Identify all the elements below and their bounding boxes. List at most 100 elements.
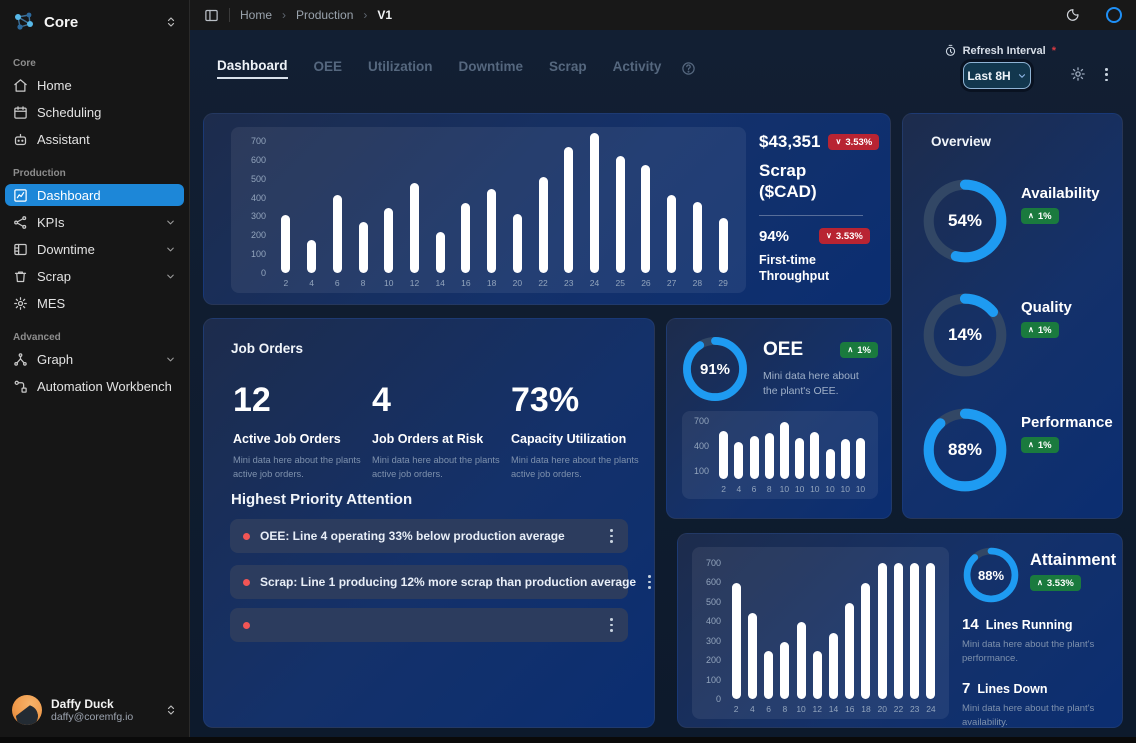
bar-column: 24	[582, 133, 608, 290]
y-tick-label: 400	[250, 192, 266, 203]
kebab-menu-icon[interactable]	[608, 527, 615, 544]
bar-column: 10	[376, 141, 402, 290]
bar	[893, 563, 903, 699]
chevron-down-icon	[165, 217, 176, 228]
alert-row-empty[interactable]	[230, 608, 628, 642]
sidebar-item-downtime[interactable]: Downtime	[5, 238, 184, 260]
y-tick-label: 300	[705, 635, 721, 646]
x-tick-label: 10	[796, 704, 806, 714]
sidebar-item-home[interactable]: Home	[5, 74, 184, 96]
alert-row-oee[interactable]: OEE: Line 4 operating 33% below producti…	[230, 519, 628, 553]
bar	[747, 613, 757, 699]
tab-oee[interactable]: OEE	[313, 59, 343, 74]
x-tick-label: 10	[855, 484, 866, 494]
top-bar: Home › Production › V1	[190, 0, 1136, 30]
y-tick-label: 200	[705, 655, 721, 666]
y-tick-label: 400	[693, 440, 709, 451]
kebab-menu-icon[interactable]	[646, 573, 653, 590]
sidebar-item-mes[interactable]: MES	[5, 292, 184, 314]
bar	[358, 222, 368, 273]
x-tick-label: 24	[589, 278, 600, 288]
breadcrumb-production[interactable]: Production	[296, 8, 354, 22]
throughput-trend-badge: ∨ 3.53%	[819, 228, 870, 244]
tab-utilization[interactable]: Utilization	[368, 59, 433, 74]
bar-column: 27	[659, 141, 685, 290]
quality-ring: 14%	[921, 291, 1009, 379]
bar-column: 16	[453, 141, 479, 290]
moon-icon[interactable]	[1066, 8, 1080, 22]
tab-scrap[interactable]: Scrap	[549, 59, 587, 74]
capacity-utilization-stat: 73% Capacity Utilization Mini data here …	[511, 381, 639, 479]
kebab-menu-icon[interactable]	[1103, 66, 1110, 83]
bar	[435, 232, 445, 273]
y-tick-label: 0	[715, 694, 721, 704]
trend-up-icon: ∧	[1037, 578, 1043, 587]
bar-column: 28	[685, 141, 711, 290]
trend-down-icon: ∨	[826, 231, 832, 240]
tab-downtime[interactable]: Downtime	[458, 59, 524, 74]
tab-activity[interactable]: Activity	[612, 59, 662, 74]
x-tick-label: 28	[692, 278, 703, 288]
sidebar-item-scheduling[interactable]: Scheduling	[5, 101, 184, 123]
sidebar-item-scrap[interactable]: Scrap	[5, 265, 184, 287]
sidebar-item-dashboard[interactable]: Dashboard	[5, 184, 184, 206]
x-tick-label: 18	[861, 704, 871, 714]
x-tick-label: 2	[283, 278, 289, 288]
alert-row-scrap[interactable]: Scrap: Line 1 producing 12% more scrap t…	[230, 565, 651, 599]
x-tick-label: 4	[736, 484, 742, 494]
bar	[731, 583, 741, 699]
app-switcher[interactable]: Core	[0, 0, 189, 40]
overview-title: Overview	[931, 134, 992, 149]
sidebar-item-automation-workbench[interactable]: Automation Workbench	[5, 375, 184, 397]
x-tick-label: 24	[926, 704, 936, 714]
loading-spinner-icon	[1106, 7, 1122, 23]
scrap-icon	[13, 269, 28, 284]
x-tick-label: 2	[721, 484, 726, 494]
help-circle-icon[interactable]	[681, 61, 696, 76]
x-tick-label: 27	[666, 278, 677, 288]
tab-dashboard[interactable]: Dashboard	[217, 58, 288, 79]
kebab-menu-icon[interactable]	[608, 616, 615, 633]
bar-column: 22	[890, 563, 906, 716]
breadcrumb-current: V1	[377, 8, 393, 22]
sidebar-item-graph[interactable]: Graph	[5, 348, 184, 370]
user-menu[interactable]: Daffy Duck daffy@coremfg.io	[0, 683, 189, 737]
sidebar-item-assistant[interactable]: Assistant	[5, 128, 184, 150]
x-tick-label: 2	[733, 704, 739, 714]
bar	[487, 189, 497, 273]
sidebar-item-kpis[interactable]: KPIs	[5, 211, 184, 233]
bar	[409, 183, 419, 273]
dashboard-icon	[13, 188, 28, 203]
breadcrumb: Home › Production › V1	[240, 8, 392, 22]
calendar-icon	[13, 105, 28, 120]
graph-icon	[13, 352, 28, 367]
x-tick-label: 10	[779, 484, 790, 494]
oee-mini-chart: 100 400 700 2 4 6 8 10 10 10 10 10 10	[682, 411, 878, 499]
scrap-trend-badge: ∨ 3.53%	[828, 134, 880, 150]
bar-column: 23	[907, 563, 923, 716]
bar-column: 10	[807, 421, 822, 496]
gear-icon[interactable]	[1070, 66, 1086, 82]
bar	[861, 583, 871, 699]
main-content: Dashboard OEE Utilization Downtime Scrap…	[190, 30, 1136, 737]
divider	[759, 214, 863, 216]
scrap-value: $43,351	[759, 132, 821, 151]
x-tick-label: 29	[718, 278, 728, 288]
attainment-card: 0 100 200 300 400 500 600 700 2 4 6 8 10 12 14 16 18 20 22…	[677, 533, 1123, 728]
panel-toggle-icon[interactable]	[204, 8, 219, 23]
avatar	[12, 695, 42, 725]
bar-column: 4	[744, 563, 760, 716]
bar-column: 2	[273, 141, 299, 290]
y-tick-label: 600	[705, 577, 721, 588]
breadcrumb-home[interactable]: Home	[240, 8, 273, 22]
y-tick-label: 100	[250, 249, 266, 260]
chevron-up-down-icon	[165, 16, 177, 28]
throughput-title: First-time Throughput	[759, 252, 830, 283]
bar	[764, 433, 774, 479]
bar-column: 6	[746, 421, 761, 496]
quality-trend-badge: ∧ 1%	[1021, 322, 1059, 338]
y-tick-label: 700	[693, 416, 709, 426]
bar	[384, 208, 394, 273]
bar	[810, 432, 820, 479]
interval-select[interactable]: Last 8H	[963, 62, 1031, 89]
